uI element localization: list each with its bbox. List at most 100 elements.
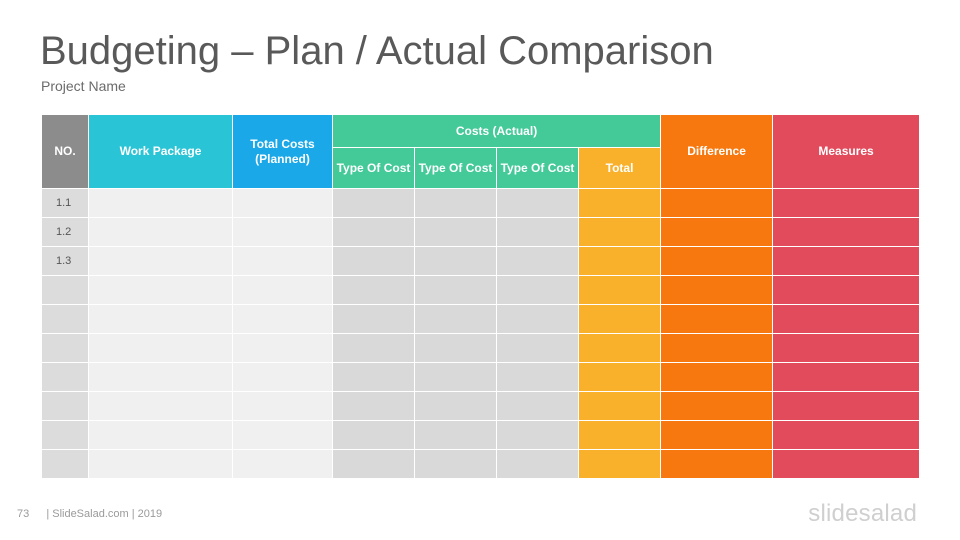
budget-comparison-table: NO. Work Package Total Costs (Planned) C… bbox=[41, 114, 921, 479]
cell-no bbox=[41, 304, 89, 334]
cell-total-planned bbox=[232, 188, 333, 218]
cell-cost-1 bbox=[332, 333, 415, 363]
cell-total bbox=[577, 420, 662, 450]
cell-work-package bbox=[88, 391, 233, 421]
table-row: 1.1 bbox=[41, 188, 921, 218]
header-costs-actual: Costs (Actual) bbox=[331, 114, 662, 148]
cell-difference bbox=[660, 217, 774, 247]
cell-total-planned bbox=[232, 217, 333, 247]
cell-cost-1 bbox=[332, 217, 415, 247]
cell-no bbox=[41, 333, 89, 363]
cell-cost-1 bbox=[332, 304, 415, 334]
table-body: 1.1 1.2 1.3 bbox=[41, 188, 921, 479]
cell-cost-2 bbox=[414, 333, 497, 363]
cell-no bbox=[41, 420, 89, 450]
cell-total-planned bbox=[232, 420, 333, 450]
cell-no: 1.3 bbox=[41, 246, 89, 276]
cell-difference bbox=[660, 275, 774, 305]
header-difference: Difference bbox=[660, 114, 774, 189]
cell-total-planned bbox=[232, 362, 333, 392]
cell-total-planned bbox=[232, 333, 333, 363]
header-total-costs-planned: Total Costs (Planned) bbox=[232, 114, 333, 189]
table-row bbox=[41, 420, 921, 450]
cell-no bbox=[41, 275, 89, 305]
cell-cost-2 bbox=[414, 362, 497, 392]
cell-no bbox=[41, 362, 89, 392]
cell-cost-2 bbox=[414, 391, 497, 421]
cell-difference bbox=[660, 362, 774, 392]
cell-total-planned bbox=[232, 275, 333, 305]
header-measures: Measures bbox=[772, 114, 921, 189]
budget-table-container: NO. Work Package Total Costs (Planned) C… bbox=[41, 114, 921, 479]
table-row: 1.3 bbox=[41, 246, 921, 276]
cell-total bbox=[577, 304, 662, 334]
cell-work-package bbox=[88, 333, 233, 363]
cell-difference bbox=[660, 304, 774, 334]
cell-measures bbox=[772, 246, 921, 276]
cell-cost-2 bbox=[414, 188, 497, 218]
cell-cost-2 bbox=[414, 449, 497, 479]
cell-measures bbox=[772, 362, 921, 392]
cell-difference bbox=[660, 246, 774, 276]
table-row bbox=[41, 275, 921, 305]
cell-work-package bbox=[88, 362, 233, 392]
cell-cost-2 bbox=[414, 420, 497, 450]
cell-measures bbox=[772, 420, 921, 450]
header-total: Total bbox=[577, 147, 662, 189]
cell-difference bbox=[660, 449, 774, 479]
cell-difference bbox=[660, 333, 774, 363]
cell-work-package bbox=[88, 420, 233, 450]
header-work-package: Work Package bbox=[88, 114, 233, 189]
cell-total-planned bbox=[232, 449, 333, 479]
cell-no: 1.1 bbox=[41, 188, 89, 218]
cell-measures bbox=[772, 217, 921, 247]
cell-cost-3 bbox=[496, 275, 579, 305]
cell-difference bbox=[660, 391, 774, 421]
cell-cost-3 bbox=[496, 391, 579, 421]
cell-difference bbox=[660, 420, 774, 450]
table-row bbox=[41, 304, 921, 334]
cell-work-package bbox=[88, 246, 233, 276]
cell-cost-1 bbox=[332, 188, 415, 218]
cell-cost-3 bbox=[496, 246, 579, 276]
page-number: 73 bbox=[17, 508, 30, 520]
cell-measures bbox=[772, 188, 921, 218]
table-row: 1.2 bbox=[41, 217, 921, 247]
cell-measures bbox=[772, 391, 921, 421]
cell-work-package bbox=[88, 188, 233, 218]
cell-work-package bbox=[88, 304, 233, 334]
slide-footer: 73 | SlideSalad.com | 2019 bbox=[17, 508, 162, 520]
cell-cost-1 bbox=[332, 420, 415, 450]
table-row bbox=[41, 449, 921, 479]
cell-total bbox=[577, 246, 662, 276]
cell-no bbox=[41, 449, 89, 479]
cell-total bbox=[577, 391, 662, 421]
cell-cost-1 bbox=[332, 391, 415, 421]
table-row bbox=[41, 333, 921, 363]
table-row bbox=[41, 362, 921, 392]
cell-measures bbox=[772, 449, 921, 479]
cell-total-planned bbox=[232, 304, 333, 334]
cell-total bbox=[577, 188, 662, 218]
cell-total bbox=[577, 449, 662, 479]
cell-work-package bbox=[88, 217, 233, 247]
slidesalad-logo: slidesalad bbox=[808, 500, 917, 527]
cell-measures bbox=[772, 333, 921, 363]
cell-total bbox=[577, 217, 662, 247]
cell-cost-3 bbox=[496, 333, 579, 363]
cell-cost-3 bbox=[496, 449, 579, 479]
table-row bbox=[41, 391, 921, 421]
cell-total-planned bbox=[232, 391, 333, 421]
cell-no: 1.2 bbox=[41, 217, 89, 247]
cell-measures bbox=[772, 275, 921, 305]
cell-cost-1 bbox=[332, 246, 415, 276]
cell-measures bbox=[772, 304, 921, 334]
cell-cost-3 bbox=[496, 188, 579, 218]
cell-cost-2 bbox=[414, 217, 497, 247]
cell-cost-2 bbox=[414, 275, 497, 305]
cell-total bbox=[577, 362, 662, 392]
slide-subtitle: Project Name bbox=[41, 78, 126, 94]
cell-cost-1 bbox=[332, 362, 415, 392]
header-type-of-cost-2: Type Of Cost bbox=[414, 147, 497, 189]
cell-cost-3 bbox=[496, 420, 579, 450]
